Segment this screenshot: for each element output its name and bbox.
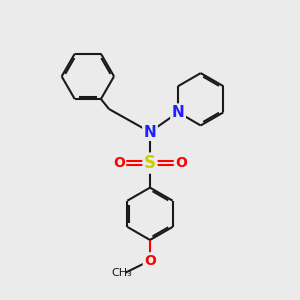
Text: N: N: [144, 124, 156, 140]
Text: O: O: [175, 156, 187, 170]
Text: S: S: [144, 154, 156, 172]
Text: O: O: [144, 254, 156, 268]
Text: CH₃: CH₃: [111, 268, 132, 278]
Text: O: O: [113, 156, 125, 170]
Text: N: N: [172, 105, 184, 120]
